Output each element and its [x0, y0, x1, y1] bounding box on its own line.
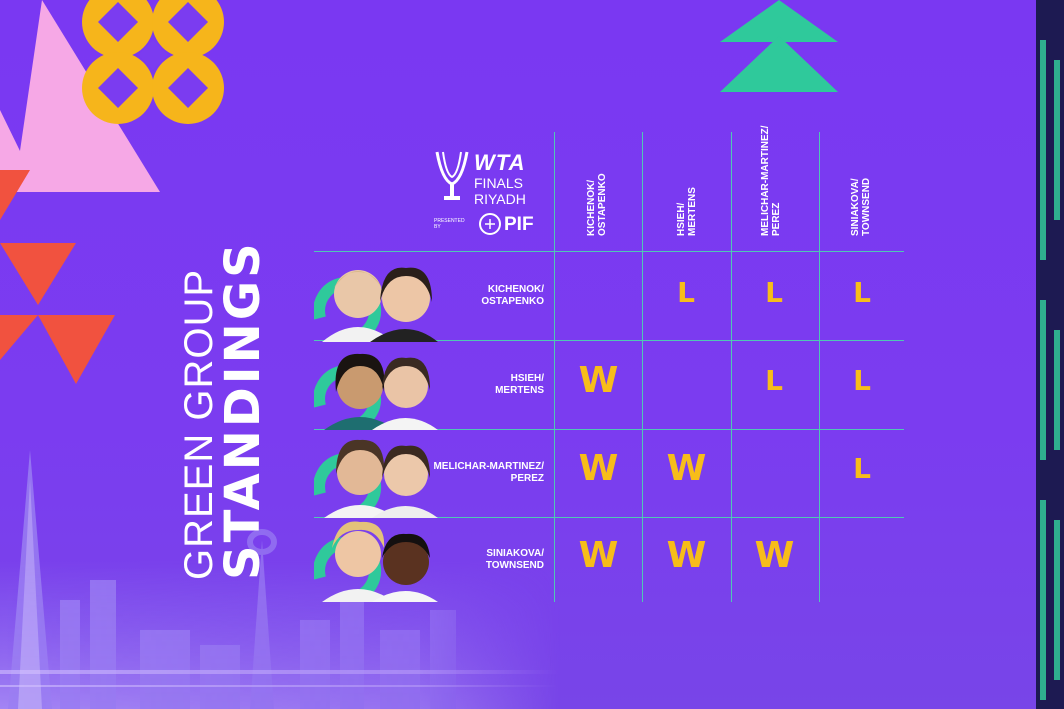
logo-riyadh: RIYADH: [474, 191, 526, 207]
result-cell: L: [853, 276, 871, 309]
wta-finals-logo: WTA FINALS RIYADH PRESENTED BY PIF: [434, 148, 554, 238]
pif-emblem-icon: [479, 213, 501, 235]
trophy-icon: [435, 151, 469, 200]
grid-line-v1: [554, 132, 555, 602]
column-header: MELICHAR-MARTINEZ/PEREZ: [760, 125, 782, 236]
result-cell: L: [853, 364, 871, 397]
red-triangle-shape-2: [0, 243, 76, 305]
column-header: KICHENOK/OSTAPENKO: [586, 173, 608, 236]
green-tree-shape: [720, 0, 838, 92]
grid-line-v3: [731, 132, 732, 602]
grid-line-h1: [314, 251, 904, 252]
result-cell: W: [666, 535, 707, 576]
result-cell: W: [578, 360, 619, 401]
red-triangle-shape-1: [0, 170, 30, 220]
row-label: HSIEH/MERTENS: [495, 373, 544, 396]
grid-line-v4: [819, 132, 820, 602]
logo-brand: WTA: [474, 150, 526, 175]
red-triangle-shape-3: [0, 315, 38, 360]
column-header: HSIEH/MERTENS: [676, 187, 698, 236]
player-photo-kichenok-ostapenko: [314, 267, 438, 342]
result-cell: W: [578, 535, 619, 576]
riyadh-skyline-image: [0, 450, 560, 709]
result-cell: W: [578, 448, 619, 489]
player-photo-melichar-perez: [314, 439, 438, 518]
result-cell: W: [754, 535, 795, 576]
player-photo-siniakova-townsend: [314, 521, 438, 602]
player-photo-hsieh-mertens: [314, 353, 438, 430]
result-cell: L: [853, 452, 871, 485]
logo-presented-by: PRESENTED BY: [434, 218, 465, 230]
logo-finals: FINALS: [474, 175, 524, 191]
page-title: GREEN GROUP STANDINGS: [177, 240, 271, 580]
row-label: SINIAKOVA/TOWNSEND: [485, 548, 544, 571]
row-label: MELICHAR-MARTINEZ/PEREZ: [433, 461, 544, 484]
grid-line-h4: [314, 517, 904, 518]
right-pattern-stripe: [1036, 0, 1064, 709]
row-label: KICHENOK/OSTAPENKO: [481, 284, 544, 307]
result-cell: L: [765, 364, 783, 397]
grid-line-v2: [642, 132, 643, 602]
grid-line-h3: [314, 429, 904, 430]
title-line-green-group: GREEN GROUP: [177, 268, 221, 580]
result-cell: W: [666, 448, 707, 489]
column-header: SINIAKOVA/TOWNSEND: [850, 177, 872, 236]
red-triangle-shape-4: [38, 315, 115, 384]
grid-line-h2: [314, 340, 904, 341]
result-cell: L: [765, 276, 783, 309]
logo-sponsor: PIF: [504, 214, 534, 235]
result-cell: L: [677, 276, 695, 309]
title-line-standings: STANDINGS: [215, 240, 271, 580]
